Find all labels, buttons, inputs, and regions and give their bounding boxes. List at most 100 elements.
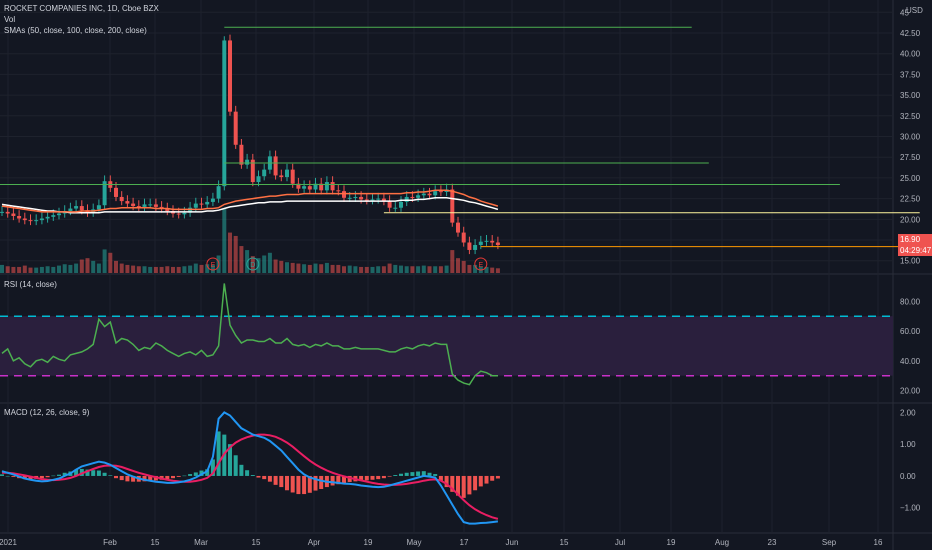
macd-histogram-bar: [399, 473, 403, 476]
macd-histogram-bar: [267, 475, 272, 482]
candle[interactable]: [205, 201, 210, 205]
candle[interactable]: [347, 197, 352, 199]
macd-histogram-bar: [256, 475, 261, 478]
candle[interactable]: [473, 244, 478, 250]
candle[interactable]: [416, 195, 421, 198]
candle[interactable]: [256, 176, 261, 183]
candle[interactable]: [216, 186, 221, 199]
rsi-pane[interactable]: [0, 283, 893, 386]
candle[interactable]: [376, 198, 381, 200]
candle[interactable]: [79, 206, 84, 211]
candle[interactable]: [210, 198, 215, 202]
candle[interactable]: [142, 204, 147, 207]
candle[interactable]: [131, 203, 136, 207]
candle[interactable]: [188, 207, 193, 213]
candle[interactable]: [399, 201, 403, 208]
candle[interactable]: [125, 201, 130, 204]
candle[interactable]: [404, 196, 409, 202]
rsi-line: [1, 283, 498, 386]
candle[interactable]: [433, 191, 438, 196]
candle[interactable]: [45, 216, 50, 219]
candle[interactable]: [410, 196, 415, 198]
candle[interactable]: [119, 196, 124, 202]
volume-bar: [188, 265, 193, 273]
candle[interactable]: [262, 169, 267, 177]
candle[interactable]: [165, 208, 170, 212]
candle[interactable]: [159, 206, 164, 209]
candle[interactable]: [22, 218, 27, 221]
candle[interactable]: [273, 156, 278, 176]
candle[interactable]: [456, 222, 460, 233]
candle[interactable]: [296, 183, 301, 189]
candle[interactable]: [279, 175, 284, 178]
candle[interactable]: [39, 218, 44, 221]
macd-pane[interactable]: [0, 411, 500, 525]
candle[interactable]: [438, 191, 443, 193]
candle[interactable]: [290, 169, 295, 184]
candle[interactable]: [153, 204, 158, 207]
candle[interactable]: [0, 211, 4, 213]
candle[interactable]: [182, 212, 187, 215]
candle[interactable]: [421, 193, 426, 196]
macd-histogram-bar: [433, 474, 438, 476]
candle[interactable]: [467, 242, 472, 250]
candle[interactable]: [11, 213, 16, 216]
signal-line: [2, 433, 499, 520]
candle[interactable]: [478, 241, 483, 245]
candle[interactable]: [484, 240, 489, 242]
candle[interactable]: [136, 206, 141, 208]
earnings-marker[interactable]: [474, 257, 488, 271]
candle[interactable]: [176, 213, 181, 215]
candle[interactable]: [490, 240, 495, 243]
volume-bar: [57, 265, 61, 273]
candle[interactable]: [319, 183, 324, 191]
earnings-marker-label: E: [211, 262, 216, 269]
candle[interactable]: [239, 144, 244, 165]
sma-label: SMAs (50, close, 100, close, 200, close): [4, 26, 147, 35]
earnings-marker[interactable]: [246, 257, 260, 271]
candle[interactable]: [114, 187, 118, 197]
candle[interactable]: [17, 216, 22, 219]
candle[interactable]: [393, 207, 398, 209]
candle[interactable]: [342, 191, 346, 198]
candle[interactable]: [302, 186, 307, 189]
candle[interactable]: [148, 204, 153, 206]
candle[interactable]: [370, 199, 375, 201]
candle[interactable]: [233, 111, 238, 145]
price-pane[interactable]: EDEE: [0, 26, 932, 273]
candle[interactable]: [5, 211, 10, 214]
candle[interactable]: [199, 203, 204, 205]
candle[interactable]: [285, 169, 289, 178]
candle[interactable]: [245, 159, 250, 165]
candle[interactable]: [313, 183, 318, 190]
candle[interactable]: [450, 189, 455, 223]
candle[interactable]: [427, 193, 432, 196]
candle[interactable]: [461, 232, 466, 243]
candle[interactable]: [222, 40, 227, 187]
candle[interactable]: [387, 201, 392, 208]
candle[interactable]: [330, 182, 335, 191]
candle[interactable]: [324, 182, 329, 191]
candle[interactable]: [57, 213, 61, 216]
candle[interactable]: [96, 205, 101, 210]
candle[interactable]: [495, 242, 500, 245]
candle[interactable]: [51, 215, 56, 217]
candle[interactable]: [336, 190, 341, 192]
candle[interactable]: [68, 208, 73, 212]
candle[interactable]: [34, 220, 39, 222]
price-tick-label: 35.00: [900, 91, 921, 100]
candle[interactable]: [353, 196, 358, 198]
candle[interactable]: [359, 196, 364, 200]
earnings-marker[interactable]: [206, 257, 220, 271]
candle[interactable]: [102, 181, 107, 206]
candle[interactable]: [28, 220, 33, 222]
candle[interactable]: [364, 199, 369, 201]
candle[interactable]: [381, 198, 386, 202]
volume-bar: [267, 252, 272, 273]
candle[interactable]: [250, 159, 255, 183]
candle[interactable]: [193, 203, 198, 208]
candle[interactable]: [74, 206, 79, 209]
candle[interactable]: [228, 40, 232, 112]
candle[interactable]: [307, 186, 312, 190]
